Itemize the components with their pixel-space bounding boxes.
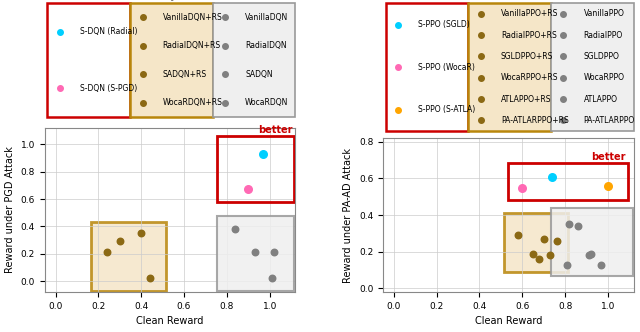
- X-axis label: Clean Reward: Clean Reward: [475, 316, 542, 326]
- Point: [102, 250, 112, 255]
- Bar: [508, 163, 628, 201]
- Text: PPO: PPO: [494, 0, 523, 1]
- Text: VanillaPPO: VanillaPPO: [584, 9, 625, 19]
- Text: PA-ATLARPPO+RS: PA-ATLARPPO+RS: [501, 116, 568, 125]
- Text: S-PPO (S-ATLA): S-PPO (S-ATLA): [418, 105, 476, 114]
- Point: [528, 251, 538, 256]
- FancyBboxPatch shape: [47, 3, 130, 117]
- Point: [269, 250, 279, 255]
- Y-axis label: Reward under PA-AD Attack: Reward under PA-AD Attack: [344, 147, 353, 283]
- Text: ATLAPPO+RS: ATLAPPO+RS: [501, 95, 551, 104]
- Bar: [551, 208, 632, 276]
- Text: WocaRDQN+RS: WocaRDQN+RS: [163, 98, 223, 107]
- Text: VanillaPPO+RS: VanillaPPO+RS: [501, 9, 558, 19]
- Point: [552, 238, 562, 243]
- Bar: [217, 136, 294, 203]
- Point: [534, 256, 545, 262]
- Text: S-PPO (SGLD): S-PPO (SGLD): [418, 20, 470, 29]
- FancyBboxPatch shape: [212, 3, 295, 117]
- Text: S-DQN (Radial): S-DQN (Radial): [80, 27, 138, 36]
- Point: [545, 253, 556, 258]
- Point: [562, 262, 572, 267]
- Point: [584, 253, 594, 258]
- Y-axis label: Reward under PGD Attack: Reward under PGD Attack: [5, 146, 15, 274]
- Point: [573, 223, 583, 229]
- Text: better: better: [591, 152, 626, 162]
- Point: [243, 187, 253, 192]
- FancyBboxPatch shape: [385, 3, 468, 131]
- Point: [250, 250, 260, 255]
- Text: DQN: DQN: [154, 0, 186, 1]
- Text: RadialPPO: RadialPPO: [584, 31, 623, 40]
- Point: [258, 151, 268, 156]
- Point: [145, 276, 155, 281]
- Text: ATLAPPO: ATLAPPO: [584, 95, 618, 104]
- Point: [267, 276, 277, 281]
- Bar: [91, 222, 166, 291]
- Text: WocaRPPO: WocaRPPO: [584, 73, 625, 82]
- Text: RadialDQN+RS: RadialDQN+RS: [163, 41, 221, 50]
- Text: SGLDPPO+RS: SGLDPPO+RS: [501, 52, 553, 61]
- Bar: [504, 213, 568, 272]
- Point: [230, 226, 241, 232]
- Point: [538, 236, 548, 242]
- Point: [136, 231, 147, 236]
- Text: SADQN+RS: SADQN+RS: [163, 70, 207, 79]
- Point: [547, 174, 557, 179]
- X-axis label: Clean Reward: Clean Reward: [136, 316, 204, 326]
- FancyBboxPatch shape: [468, 3, 551, 131]
- Text: RadialDQN: RadialDQN: [245, 41, 287, 50]
- Bar: [217, 216, 294, 291]
- Point: [586, 251, 596, 256]
- Point: [564, 221, 575, 227]
- Point: [603, 183, 613, 188]
- Text: PA-ATLARPPO: PA-ATLARPPO: [584, 116, 635, 125]
- FancyBboxPatch shape: [130, 3, 212, 117]
- Text: S-DQN (S-PGD): S-DQN (S-PGD): [80, 84, 137, 93]
- Text: WocaRDQN: WocaRDQN: [245, 98, 289, 107]
- Text: S-PPO (WocaR): S-PPO (WocaR): [418, 63, 475, 72]
- FancyBboxPatch shape: [551, 3, 634, 131]
- Point: [115, 239, 125, 244]
- Text: SGLDPPO: SGLDPPO: [584, 52, 620, 61]
- Text: VanillaDQN: VanillaDQN: [245, 13, 289, 22]
- Point: [513, 233, 523, 238]
- Text: WocaRPPO+RS: WocaRPPO+RS: [501, 73, 558, 82]
- Text: better: better: [258, 125, 292, 135]
- Text: VanillaDQN+RS: VanillaDQN+RS: [163, 13, 222, 22]
- Point: [596, 262, 607, 267]
- Point: [517, 185, 527, 190]
- Text: RadialPPO+RS: RadialPPO+RS: [501, 31, 557, 40]
- Text: SADQN: SADQN: [245, 70, 273, 79]
